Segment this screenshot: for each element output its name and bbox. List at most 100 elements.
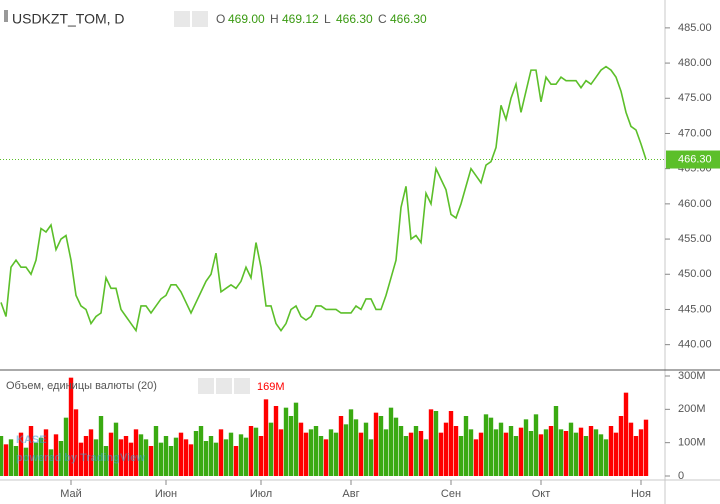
volume-bar — [128, 442, 134, 476]
volume-bar — [193, 431, 199, 476]
volume-bar — [138, 434, 144, 476]
volume-bar — [188, 444, 194, 476]
volume-tick-label: 0 — [678, 470, 684, 482]
ohlc-value: 466.30 — [336, 12, 373, 26]
volume-bar — [428, 409, 434, 476]
volume-bar — [248, 426, 254, 476]
volume-bar — [108, 432, 114, 476]
volume-bar — [98, 416, 104, 476]
volume-bar — [348, 409, 354, 476]
watermark-text: powered by TradingView — [16, 452, 145, 464]
volume-bar — [133, 429, 139, 476]
volume-tick-label: 100M — [678, 437, 706, 449]
volume-bar — [578, 427, 584, 476]
y-tick-label: 440.00 — [678, 339, 712, 351]
close-icon[interactable] — [234, 378, 250, 394]
ohlc-name: H — [270, 12, 279, 26]
volume-bar — [203, 441, 209, 476]
volume-bar — [508, 426, 514, 476]
volume-bar — [363, 422, 369, 476]
volume-bar — [293, 402, 299, 476]
volume-bar — [113, 422, 119, 476]
last-price-box — [666, 150, 720, 169]
legend-handle — [4, 10, 8, 22]
volume-bar — [263, 399, 269, 476]
volume-bar — [323, 439, 329, 476]
eye-icon[interactable] — [198, 378, 214, 394]
ohlc-name: O — [216, 12, 225, 26]
volume-bar — [643, 419, 649, 476]
volume-bar — [498, 422, 504, 476]
volume-bar — [493, 429, 499, 476]
volume-bar — [18, 432, 24, 476]
ohlc-value: 466.30 — [390, 12, 427, 26]
volume-bar — [73, 409, 79, 476]
volume-bar — [258, 436, 264, 476]
volume-bar — [68, 377, 74, 476]
settings-icon[interactable] — [192, 11, 208, 27]
volume-bar — [283, 407, 289, 476]
eye-icon[interactable] — [174, 11, 190, 27]
volume-bar — [633, 436, 639, 476]
volume-bar — [38, 437, 44, 476]
volume-bar — [333, 432, 339, 476]
volume-bar — [453, 426, 459, 476]
y-tick-label: 475.00 — [678, 92, 712, 104]
volume-bar — [233, 446, 239, 476]
volume-bar — [253, 427, 259, 476]
watermark-logo: KASE — [16, 434, 47, 446]
ohlc-name: L — [324, 12, 331, 26]
volume-bar — [243, 437, 249, 476]
volume-bar — [88, 429, 94, 476]
volume-bar — [533, 414, 539, 476]
volume-tick-label: 300M — [678, 370, 706, 382]
volume-bar — [13, 446, 19, 476]
volume-bar — [213, 442, 219, 476]
volume-bar — [218, 429, 224, 476]
volume-bar — [608, 426, 614, 476]
volume-bar — [63, 417, 69, 476]
volume-bar — [238, 434, 244, 476]
settings-icon[interactable] — [216, 378, 232, 394]
y-tick-label: 480.00 — [678, 57, 712, 69]
x-tick-label: Июл — [250, 488, 272, 500]
volume-bar — [58, 441, 64, 476]
volume-bar — [393, 417, 399, 476]
volume-bar — [123, 436, 129, 476]
ohlc-name: C — [378, 12, 387, 26]
volume-bar — [0, 436, 4, 476]
volume-bar — [573, 432, 579, 476]
volume-bar — [48, 449, 54, 476]
volume-bar — [228, 432, 234, 476]
volume-bar — [388, 407, 394, 476]
volume-bar — [153, 426, 159, 476]
volume-bar — [8, 439, 14, 476]
volume-bar — [298, 422, 304, 476]
volume-bar — [268, 422, 274, 476]
ohlc-legend: O 469.00 H 469.12 L 466.30 C 466.30 — [216, 12, 427, 26]
y-tick-label: 470.00 — [678, 127, 712, 139]
volume-bar — [273, 406, 279, 476]
volume-bar — [638, 429, 644, 476]
volume-bar — [358, 432, 364, 476]
volume-bar — [488, 417, 494, 476]
volume-bar — [173, 437, 179, 476]
volume-bar — [278, 429, 284, 476]
volume-bar — [433, 411, 439, 476]
volume-bar — [378, 416, 384, 476]
x-tick-label: Авг — [342, 488, 359, 500]
volume-bar — [618, 416, 624, 476]
volume-bar — [483, 414, 489, 476]
volume-bar — [418, 431, 424, 476]
volume-bar — [338, 416, 344, 476]
volume-bar — [183, 439, 189, 476]
volume-bar — [143, 439, 149, 476]
volume-bar — [413, 426, 419, 476]
volume-bar — [628, 422, 634, 476]
volume-last-label: 169M — [257, 381, 285, 393]
volume-bar — [583, 436, 589, 476]
volume-bar — [43, 429, 49, 476]
ohlc-value: 469.00 — [228, 12, 265, 26]
